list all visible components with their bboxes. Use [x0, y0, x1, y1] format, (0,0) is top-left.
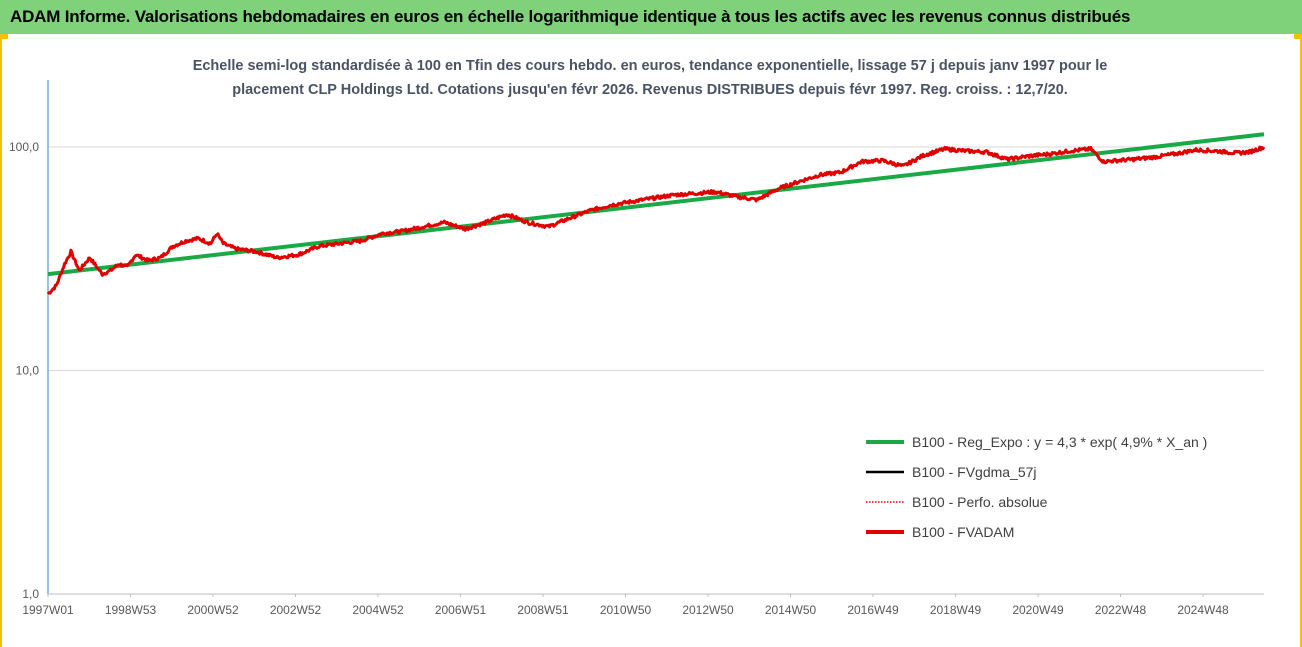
y-tick-label: 100,0	[9, 140, 39, 154]
chart-legend: B100 - Reg_Expo : y = 4,3 * exp( 4,9% * …	[866, 427, 1266, 547]
report-header: ADAM Informe. Valorisations hebdomadaire…	[0, 0, 1302, 34]
legend-swatch-fvadam	[866, 530, 904, 534]
x-tick-label: 2014W50	[765, 603, 817, 617]
x-tick-label: 2006W51	[435, 603, 487, 617]
x-tick-label: 2002W52	[270, 603, 322, 617]
legend-label-fvgdma: B100 - FVgdma_57j	[912, 464, 1037, 480]
series-fvadam-line	[46, 145, 1266, 295]
x-tick-label: 2020W49	[1012, 603, 1064, 617]
x-tick-label: 2016W49	[847, 603, 899, 617]
y-tick-label: 10,0	[16, 364, 40, 378]
chart-frame	[0, 34, 1302, 647]
legend-label-perfo: B100 - Perfo. absolue	[912, 494, 1048, 510]
subtitle-line-1: Echelle semi-log standardisée à 100 en T…	[192, 58, 1108, 74]
x-tick-label: 1997W01	[22, 603, 74, 617]
x-tick-label: 2018W49	[930, 603, 982, 617]
x-tick-label: 2022W48	[1095, 603, 1147, 617]
legend-swatch-regression	[866, 440, 904, 444]
chart-subtitle: Echelle semi-log standardisée à 100 en T…	[130, 54, 1170, 102]
x-tick-label: 1998W53	[105, 603, 157, 617]
x-tick-label: 2008W51	[517, 603, 569, 617]
x-tick-label: 2010W50	[600, 603, 652, 617]
legend-item-regression: B100 - Reg_Expo : y = 4,3 * exp( 4,9% * …	[866, 427, 1266, 457]
subtitle-line-2: placement CLP Holdings Ltd. Cotations ju…	[232, 82, 1068, 98]
legend-item-fvadam: B100 - FVADAM	[866, 517, 1266, 547]
report-title: ADAM Informe. Valorisations hebdomadaire…	[10, 7, 1131, 26]
legend-swatch-perfo	[866, 501, 904, 503]
legend-item-fvgdma: B100 - FVgdma_57j	[866, 457, 1266, 487]
legend-item-perfo: B100 - Perfo. absolue	[866, 487, 1266, 517]
x-tick-label: 2004W52	[352, 603, 404, 617]
legend-swatch-fvgdma	[866, 470, 904, 474]
corner-mark-right	[1294, 34, 1302, 39]
x-tick-label: 2024W48	[1177, 603, 1229, 617]
x-tick-label: 2000W52	[187, 603, 239, 617]
legend-label-fvadam: B100 - FVADAM	[912, 524, 1015, 540]
y-tick-label: 1,0	[22, 587, 39, 601]
x-tick-label: 2012W50	[682, 603, 734, 617]
legend-label-regression: B100 - Reg_Expo : y = 4,3 * exp( 4,9% * …	[912, 434, 1208, 450]
corner-mark-left	[0, 34, 8, 39]
series-regression-line	[47, 132, 1265, 277]
